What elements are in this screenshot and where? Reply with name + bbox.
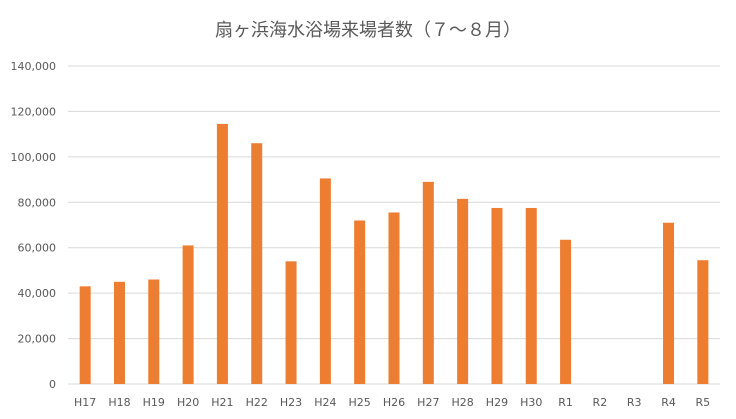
x-tick-label-h29: H29: [486, 396, 508, 409]
y-tick-label: 60,000: [18, 242, 57, 255]
bar-h19: [148, 279, 160, 384]
bar-h28: [457, 198, 469, 384]
bar-r1: [560, 239, 572, 384]
x-tick-label-r1: R1: [558, 396, 573, 409]
x-tick-label-r3: R3: [627, 396, 642, 409]
bar-h27: [422, 181, 434, 384]
x-tick-label-h24: H24: [314, 396, 336, 409]
bar-r5: [697, 260, 709, 384]
y-tick-label: 0: [49, 378, 56, 391]
x-tick-label-h21: H21: [211, 396, 233, 409]
x-tick-label-h22: H22: [246, 396, 268, 409]
bar-h30: [525, 207, 537, 384]
bar-h25: [354, 220, 366, 384]
y-axis: 0 20,000 40,000 60,000 80,000 100,000 120,000 1…: [11, 60, 57, 391]
bar-h29: [491, 207, 503, 384]
y-tick-label: 140,000: [11, 60, 57, 73]
bar-h20: [182, 245, 194, 384]
x-tick-label-h23: H23: [280, 396, 302, 409]
bar-h21: [216, 123, 228, 385]
x-tick-label-h25: H25: [349, 396, 371, 409]
x-tick-label-h28: H28: [451, 396, 473, 409]
x-tick-label-h26: H26: [383, 396, 405, 409]
x-tick-label-r5: R5: [696, 396, 711, 409]
chart-title: 扇ヶ浜海水浴場来場者数（７～８月）: [215, 20, 521, 41]
x-tick-label-h17: H17: [74, 396, 96, 409]
x-tick-label-r2: R2: [593, 396, 608, 409]
x-tick-label-h30: H30: [520, 396, 542, 409]
bar-r4: [663, 222, 675, 384]
y-tick-label: 80,000: [18, 196, 57, 209]
bar-series: [79, 123, 709, 385]
x-tick-label-h27: H27: [417, 396, 439, 409]
x-tick-label-h19: H19: [143, 396, 165, 409]
bar-h26: [388, 212, 400, 384]
y-tick-label: 20,000: [18, 333, 57, 346]
bar-h23: [285, 261, 297, 384]
bar-h17: [79, 286, 91, 384]
x-tick-label-h20: H20: [177, 396, 199, 409]
bar-h24: [319, 178, 331, 384]
x-tick-label-h18: H18: [108, 396, 130, 409]
bar-h22: [251, 143, 263, 384]
y-tick-label: 120,000: [11, 105, 57, 118]
x-tick-label-r4: R4: [661, 396, 676, 409]
y-tick-label: 40,000: [18, 287, 57, 300]
bar-h18: [113, 281, 125, 384]
x-axis: H17 H18 H19 H20 H21 H22 H23 H24 H25 H26 H27 H28 H29 H…: [74, 396, 710, 409]
y-tick-label: 100,000: [11, 151, 57, 164]
